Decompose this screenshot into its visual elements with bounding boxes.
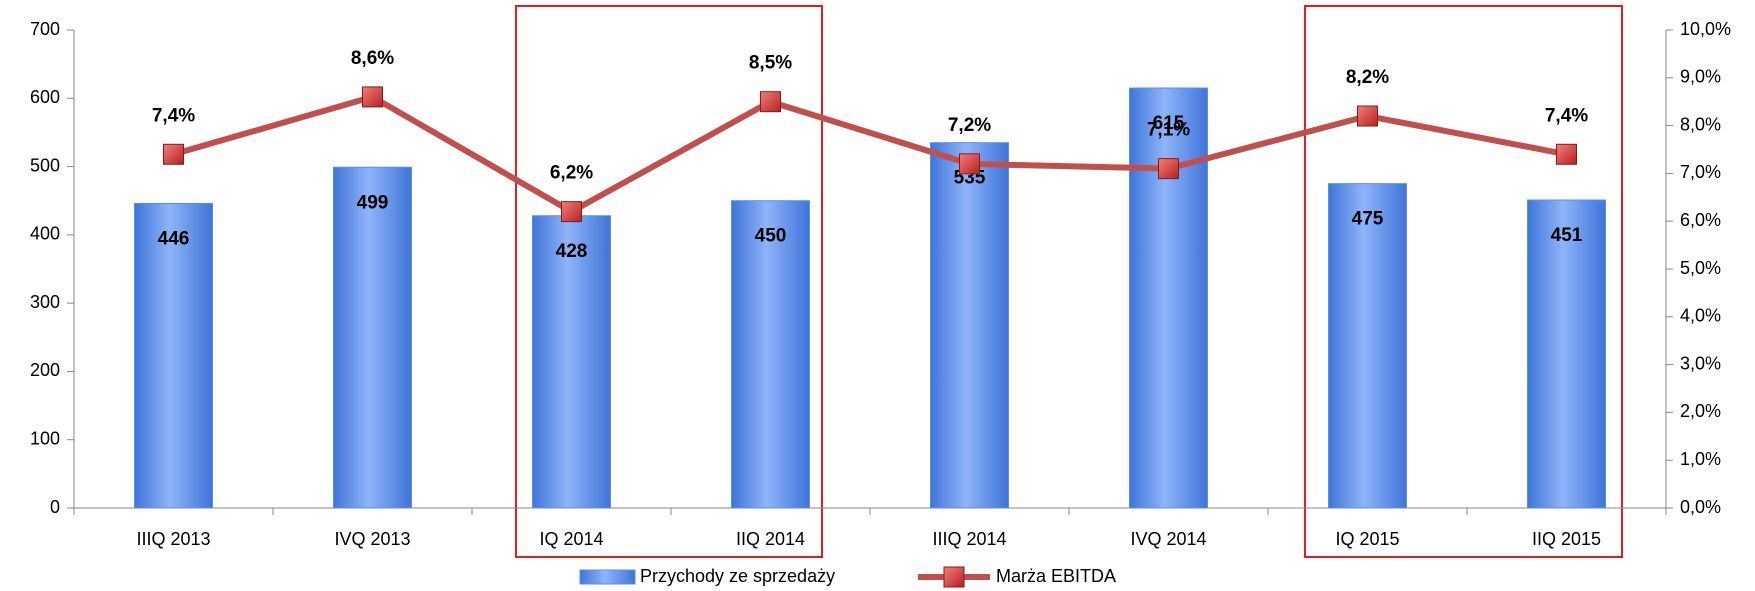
y2-tick-label: 6,0%: [1680, 210, 1721, 230]
y2-tick-label: 8,0%: [1680, 114, 1721, 134]
line-marker: [1158, 158, 1179, 180]
y-tick-label: 300: [30, 292, 60, 312]
y2-tick-label: 7,0%: [1680, 162, 1721, 182]
y2-tick-label: 0,0%: [1680, 497, 1721, 517]
x-tick-label: IIIQ 2014: [932, 529, 1006, 549]
legend-label: Przychody ze sprzedaży: [640, 566, 835, 586]
y-tick-label: 400: [30, 224, 60, 244]
x-tick-label: IVQ 2013: [334, 529, 410, 549]
line-value-label: 7,2%: [948, 115, 991, 136]
y-tick-label: 100: [30, 428, 60, 448]
line-value-label: 7,1%: [1147, 120, 1190, 141]
y-tick-label: 0: [50, 497, 60, 517]
bar-value-label: 615: [1153, 113, 1185, 134]
bar-value-label: 475: [1352, 209, 1384, 230]
x-tick-label: IQ 2015: [1335, 529, 1399, 549]
line: [172, 93, 1568, 216]
line-value-label: 8,5%: [749, 53, 792, 74]
bar-value-label: 450: [755, 226, 787, 247]
line-value-label: 6,2%: [550, 163, 593, 184]
x-tick-label: IIQ 2015: [1532, 529, 1601, 549]
highlight-box: [1304, 5, 1623, 558]
y2-tick-label: 3,0%: [1680, 353, 1721, 373]
line-marker: [163, 143, 184, 165]
x-tick-label: IVQ 2014: [1130, 529, 1206, 549]
y2-tick-label: 9,0%: [1680, 67, 1721, 87]
line-value-label: 7,4%: [152, 105, 195, 126]
bar: [1129, 87, 1208, 509]
bar: [731, 200, 810, 509]
bar-value-label: 446: [158, 228, 190, 249]
line-marker: [362, 86, 383, 108]
legend-label: Marża EBITDA: [996, 566, 1116, 586]
x-tick-label: IQ 2014: [539, 529, 603, 549]
bar: [1328, 183, 1407, 509]
y2-tick-label: 1,0%: [1680, 449, 1721, 469]
y2-tick-label: 10,0%: [1680, 19, 1731, 39]
bar: [532, 215, 611, 509]
y-tick-label: 500: [30, 155, 60, 175]
line-marker: [1556, 143, 1577, 165]
y2-tick-label: 5,0%: [1680, 258, 1721, 278]
x-tick-label: IIIQ 2013: [136, 529, 210, 549]
bar: [333, 166, 412, 509]
y2-tick-label: 4,0%: [1680, 306, 1721, 326]
y-tick-label: 200: [30, 360, 60, 380]
bar-value-label: 428: [556, 241, 588, 262]
line-marker: [1357, 105, 1378, 127]
legend-swatch: [579, 569, 636, 585]
line-value-label: 8,2%: [1346, 67, 1389, 88]
y-tick-label: 600: [30, 87, 60, 107]
line-marker: [561, 201, 582, 223]
line-value-label: 7,4%: [1545, 105, 1588, 126]
x-tick-label: IIQ 2014: [736, 529, 805, 549]
y2-tick-label: 2,0%: [1680, 401, 1721, 421]
bar: [134, 202, 213, 509]
legend-swatch: [943, 566, 965, 588]
y-tick-label: 700: [30, 19, 60, 39]
highlight-box: [515, 5, 823, 558]
line-value-label: 8,6%: [351, 48, 394, 69]
line-marker: [959, 153, 980, 175]
line-marker: [760, 91, 781, 113]
bar: [930, 142, 1009, 509]
bar-value-label: 499: [357, 192, 389, 213]
bar: [1527, 199, 1606, 509]
bar-value-label: 451: [1551, 225, 1583, 246]
